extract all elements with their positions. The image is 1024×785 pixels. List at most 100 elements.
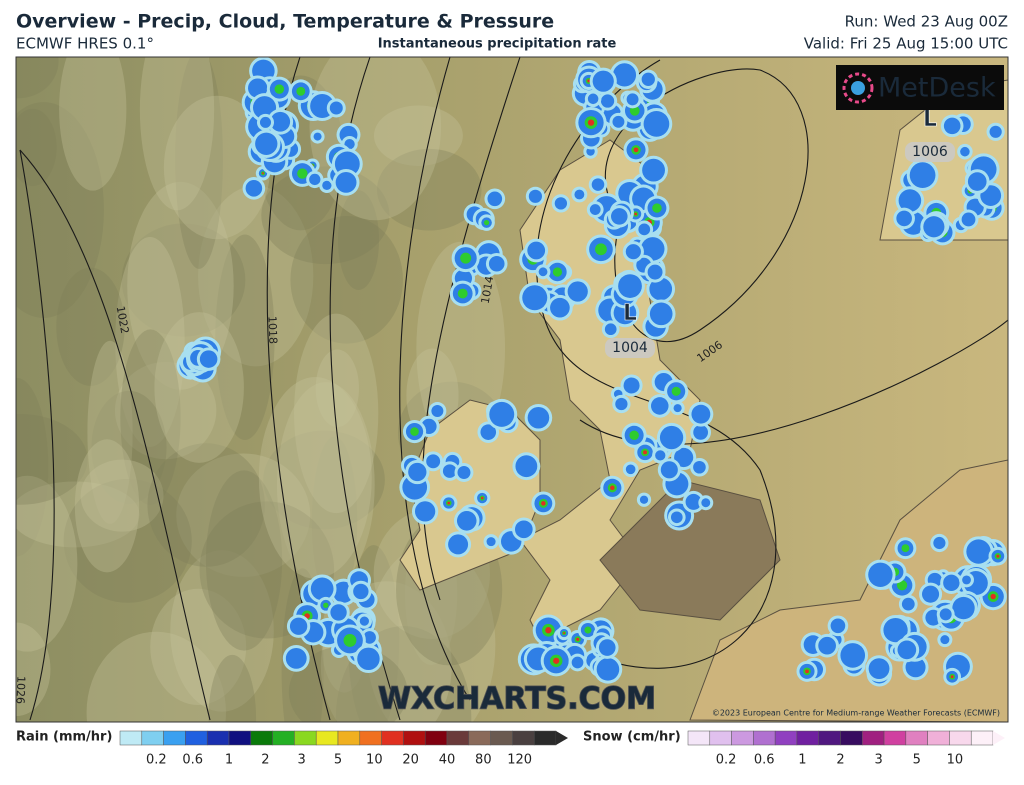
cloud [337,190,380,291]
rain-cell [414,501,436,522]
logo: MetDesk [878,73,996,104]
rain-core [629,430,639,441]
swatch [272,730,295,746]
rain-core [671,386,681,396]
cloud [16,414,88,505]
rain-cell [693,425,709,440]
swatch [927,730,950,746]
cloud [176,453,311,577]
cloud [63,479,192,603]
rain-cell [921,585,940,603]
rain-core [483,220,490,226]
cloud [16,622,51,717]
swatch [687,730,711,746]
rain-cell [486,537,496,547]
scale-tick-label: 1 [225,753,233,768]
rain-cell [538,267,548,277]
rain-cell [591,178,605,191]
rain-cell [830,618,846,634]
swatch [818,730,841,746]
swatch [141,730,164,746]
rain-core [545,627,552,634]
rain-cell [641,72,655,86]
scale-tick-label: 10 [366,753,383,768]
rain-cell [589,204,601,215]
scale-tick-label: 0.6 [754,753,775,768]
rain-cell [962,575,971,585]
copyright: ©2023 European Centre for Medium-range W… [712,709,1000,718]
rain-cell [659,425,684,450]
rain-core [410,427,419,436]
rain-cell [840,643,866,668]
rain-core [563,632,566,635]
rain-cell [647,264,663,280]
rain-core [634,212,638,216]
rain-core [323,602,329,608]
rain-core [584,626,592,634]
isobar-label: 1014 [479,275,497,305]
rain-cell [966,539,991,564]
rain-cell [638,223,651,236]
low-symbol: L [923,107,937,132]
rain-cell [592,70,614,92]
rain-cell [655,450,666,461]
rain-core [652,203,662,213]
logo-icon [842,72,874,104]
rain-core [261,172,265,175]
rain-cell [313,132,322,141]
rain-core [587,79,591,83]
cloud [121,223,246,337]
cloud [175,57,223,269]
cloud [86,631,226,722]
cloud [416,241,506,455]
rain-cell [408,462,427,482]
rain-cell [691,404,711,424]
map-frame [15,56,1009,723]
cloud [373,105,463,166]
rain-core [576,637,580,641]
rain-cell [896,210,912,227]
rain-core [457,288,468,299]
rain-label: Rain (mm/hr) [16,730,112,745]
scale-tick-label: 40 [439,753,456,768]
rain-cell [643,111,670,137]
rain-core [990,593,996,600]
scale-tick-label: 2 [836,753,844,768]
swatch [533,730,557,746]
rain-cell [868,658,890,679]
rain-cell [448,534,469,555]
cloud [290,215,403,344]
rain-cell [952,596,975,620]
rain-cell [522,285,548,311]
rain-cell [489,401,515,427]
rain-cell [353,583,369,600]
rain-cell [309,173,321,186]
rain-cell [612,63,637,87]
swatch [403,730,426,746]
swatch [315,730,339,746]
cloud [294,313,379,514]
cloud-cover [16,57,506,722]
swatch [294,730,317,746]
swatch [796,730,819,746]
cloud [16,108,57,187]
scale-tick-label: 80 [475,753,492,768]
swatch [753,730,776,746]
isobar-label: 1018 [266,316,280,344]
cloud [315,349,359,428]
rain-cell [587,93,599,105]
rain-cell [961,212,976,227]
rain-cell [270,111,291,132]
rain-cell [567,281,588,302]
cloud [261,166,390,265]
rain-cell [550,297,570,318]
rain-cell [649,277,673,301]
rain-cell [940,635,950,645]
cloud [263,430,385,530]
swatch [424,730,448,746]
rain-cell [818,636,836,655]
model: ECMWF HRES 0.1° [16,35,154,53]
rain-cell [933,536,946,550]
rain-cell [514,520,533,539]
cloud [258,377,372,579]
